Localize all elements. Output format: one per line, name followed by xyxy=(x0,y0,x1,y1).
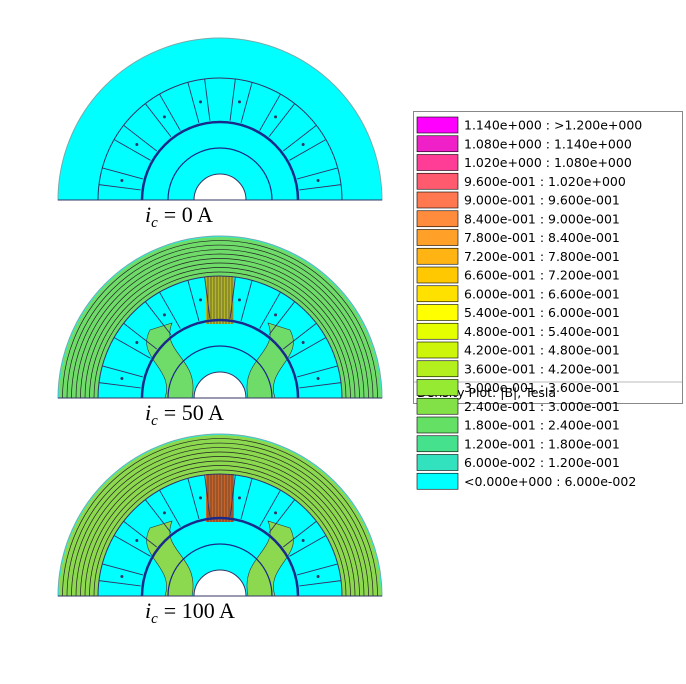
caption-subscript: c xyxy=(151,413,158,429)
field-plot xyxy=(58,434,382,596)
legend-label: 6.600e-001 : 7.200e-001 xyxy=(464,268,620,283)
caption: ic= 0 A xyxy=(145,202,213,231)
legend-swatch xyxy=(417,361,458,377)
legend-swatch xyxy=(417,380,458,396)
legend-label: 9.000e-001 : 9.600e-001 xyxy=(464,193,620,208)
legend-label: 6.000e-001 : 6.600e-001 xyxy=(464,286,620,301)
node xyxy=(135,539,138,542)
node xyxy=(135,143,138,146)
caption-subscript: c xyxy=(151,611,158,627)
caption-equation: = 100 A xyxy=(164,598,235,623)
field-plot xyxy=(58,38,382,200)
legend-label: 1.800e-001 : 2.400e-001 xyxy=(464,418,620,433)
node xyxy=(238,298,241,301)
legend-label: 1.200e-001 : 1.800e-001 xyxy=(464,436,620,451)
legend-swatch xyxy=(417,211,458,227)
legend-swatch xyxy=(417,473,458,489)
legend-label: 1.020e+000 : 1.080e+000 xyxy=(464,155,632,170)
legend-swatch xyxy=(417,155,458,171)
node xyxy=(274,511,277,514)
legend-label: 4.200e-001 : 4.800e-001 xyxy=(464,343,620,358)
legend-swatch xyxy=(417,248,458,264)
legend-label: 9.600e-001 : 1.020e+000 xyxy=(464,174,626,189)
legend-label: 3.600e-001 : 4.200e-001 xyxy=(464,361,620,376)
node xyxy=(302,539,305,542)
legend-label: 1.140e+000 : >1.200e+000 xyxy=(464,118,642,133)
legend-swatch xyxy=(417,342,458,358)
legend-label: <0.000e+000 : 6.000e-002 xyxy=(464,474,636,489)
node xyxy=(199,298,202,301)
legend-swatch xyxy=(417,117,458,133)
node xyxy=(120,377,123,380)
legend-swatch xyxy=(417,286,458,302)
node xyxy=(317,377,320,380)
node xyxy=(302,143,305,146)
legend-swatch xyxy=(417,323,458,339)
legend-swatch xyxy=(417,230,458,246)
legend-label: 6.000e-002 : 1.200e-001 xyxy=(464,455,620,470)
figure: Density Plot: |B|, Tesla ic= 0 Aic= 50 A… xyxy=(0,0,686,684)
node xyxy=(199,100,202,103)
legend-swatch xyxy=(417,136,458,152)
node xyxy=(274,313,277,316)
legend-label: 7.200e-001 : 7.800e-001 xyxy=(464,249,620,264)
node xyxy=(238,100,241,103)
legend-label: 4.800e-001 : 5.400e-001 xyxy=(464,324,620,339)
legend-swatch xyxy=(417,173,458,189)
legend-label: 7.800e-001 : 8.400e-001 xyxy=(464,230,620,245)
node xyxy=(302,341,305,344)
node xyxy=(135,341,138,344)
node xyxy=(163,511,166,514)
node xyxy=(274,115,277,118)
legend-swatch xyxy=(417,192,458,208)
node xyxy=(317,575,320,578)
legend-label: 5.400e-001 : 6.000e-001 xyxy=(464,305,620,320)
caption-equation: = 50 A xyxy=(164,400,224,425)
node xyxy=(120,575,123,578)
legend-label: 1.080e+000 : 1.140e+000 xyxy=(464,136,632,151)
legend-swatch xyxy=(417,305,458,321)
caption: ic= 50 A xyxy=(145,400,224,429)
legend-label: 8.400e-001 : 9.000e-001 xyxy=(464,211,620,226)
legend-swatch xyxy=(417,417,458,433)
node xyxy=(317,179,320,182)
caption-equation: = 0 A xyxy=(164,202,213,227)
caption-subscript: c xyxy=(151,215,158,231)
node xyxy=(163,313,166,316)
node xyxy=(238,496,241,499)
legend-swatch xyxy=(417,436,458,452)
legend-swatch xyxy=(417,455,458,471)
node xyxy=(199,496,202,499)
legend-swatch xyxy=(417,398,458,414)
legend-label: 3.000e-001 : 3.600e-001 xyxy=(464,380,620,395)
field-plot xyxy=(58,236,382,398)
legend-label: 2.400e-001 : 3.000e-001 xyxy=(464,399,620,414)
caption: ic= 100 A xyxy=(145,598,235,627)
legend-swatch xyxy=(417,267,458,283)
node xyxy=(163,115,166,118)
node xyxy=(120,179,123,182)
